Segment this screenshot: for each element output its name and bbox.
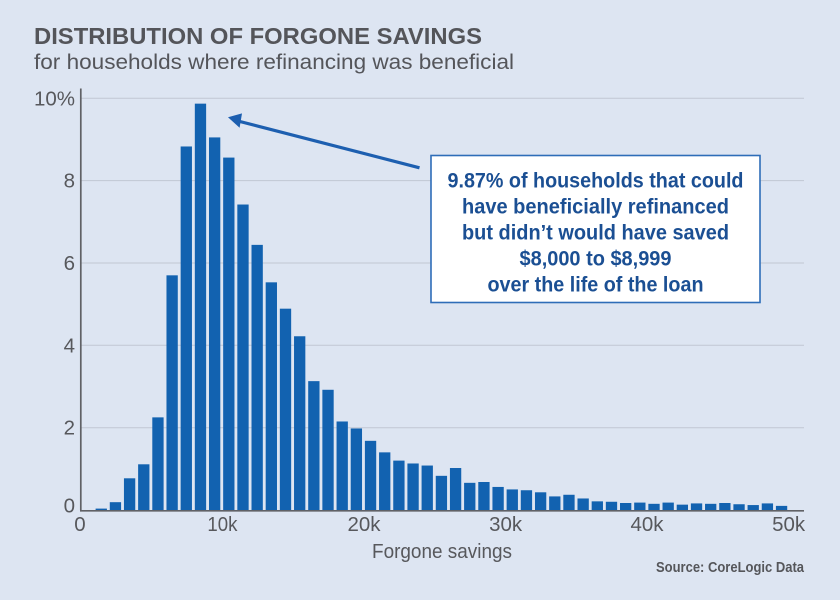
svg-text:4: 4 xyxy=(64,334,75,357)
svg-text:50k: 50k xyxy=(772,513,806,536)
svg-text:Source: CoreLogic Data: Source: CoreLogic Data xyxy=(656,560,805,576)
svg-text:10k: 10k xyxy=(207,513,238,536)
svg-text:0: 0 xyxy=(64,495,75,518)
svg-text:20k: 20k xyxy=(348,513,382,536)
svg-text:8: 8 xyxy=(64,170,75,193)
svg-text:30k: 30k xyxy=(489,513,523,536)
svg-text:for households where refinanci: for households where refinancing was ben… xyxy=(34,50,514,74)
svg-text:10%: 10% xyxy=(34,87,75,110)
svg-text:$8,000 to $8,999: $8,000 to $8,999 xyxy=(520,247,672,271)
svg-text:6: 6 xyxy=(64,252,75,275)
svg-text:2: 2 xyxy=(64,417,75,440)
svg-text:have beneficially refinanced: have beneficially refinanced xyxy=(462,195,729,219)
svg-text:0: 0 xyxy=(74,513,85,536)
svg-text:over the life of the loan: over the life of the loan xyxy=(488,273,704,297)
svg-text:DISTRIBUTION OF FORGONE SAVING: DISTRIBUTION OF FORGONE SAVINGS xyxy=(34,23,482,49)
svg-text:9.87% of households that could: 9.87% of households that could xyxy=(448,169,744,193)
svg-text:Forgone savings: Forgone savings xyxy=(372,540,512,563)
svg-text:40k: 40k xyxy=(631,513,665,536)
svg-text:but didn’t would have saved: but didn’t would have saved xyxy=(462,221,729,245)
